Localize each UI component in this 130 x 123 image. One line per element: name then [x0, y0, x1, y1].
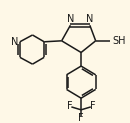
Text: F: F: [78, 113, 84, 123]
Text: F: F: [90, 101, 96, 111]
Text: F: F: [67, 101, 72, 111]
Text: N: N: [86, 14, 93, 24]
Text: N: N: [11, 37, 18, 47]
Text: SH: SH: [112, 36, 126, 46]
Text: N: N: [67, 14, 74, 24]
